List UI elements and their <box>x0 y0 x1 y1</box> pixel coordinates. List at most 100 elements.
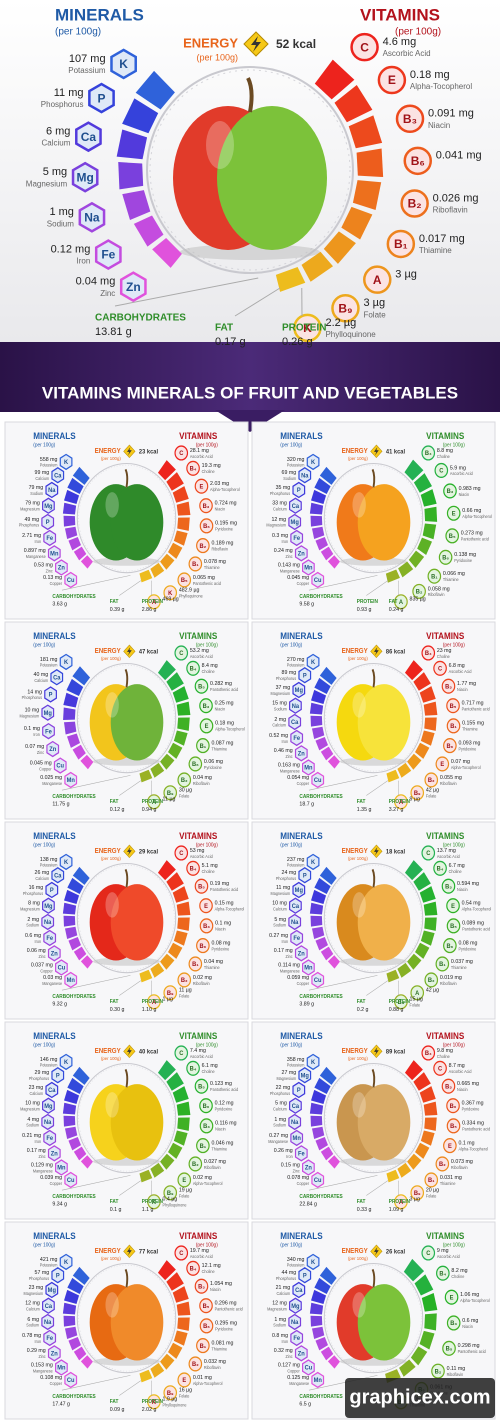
vitamin-amount: 835 µg <box>410 596 426 602</box>
vitamin-name: Thiamine <box>211 1146 227 1151</box>
vitamin-name: Pyridoxine <box>462 1106 480 1111</box>
fruit-highlight <box>105 692 119 718</box>
macro-pointer <box>366 1180 388 1196</box>
vitamin-symbol: B₉ <box>414 791 421 797</box>
mineral-amount: 8 mg <box>28 900 40 906</box>
vitamin-amount: 0.334 mg <box>462 1121 484 1127</box>
fruit-highlight <box>352 892 366 918</box>
vitamin-symbol: B₆ <box>203 524 210 530</box>
vitamin-symbol: C <box>179 1051 184 1057</box>
mineral-icon <box>71 161 99 193</box>
vitamin-name: Thiamine <box>211 746 227 751</box>
mineral-icon <box>292 1281 306 1299</box>
vitamin-name: Ascorbic Acid <box>190 1054 213 1059</box>
vitamin-amount: 0.724 mg <box>215 500 237 506</box>
vitamin-name: Folate <box>363 310 386 319</box>
vitamin-icon <box>186 460 200 476</box>
vitamin-name: Ascorbic Acid <box>383 49 431 58</box>
vitamin-symbol: A <box>399 800 404 806</box>
mineral-icon <box>51 467 65 484</box>
vitamin-bar <box>404 860 423 881</box>
vitamins-subtitle: (per 100g) <box>443 642 465 648</box>
mineral-icon <box>88 82 115 114</box>
macro-label: CARBOHYDRATES <box>52 794 96 800</box>
mineral-amount: 5 mg <box>274 917 286 923</box>
vitamin-bar <box>397 1162 412 1178</box>
macro-label: CARBOHYDRATES <box>52 1194 96 1200</box>
mineral-bar <box>72 744 86 760</box>
vitamin-symbol: B₄ <box>425 451 432 457</box>
mineral-bar <box>122 98 159 134</box>
vitamin-bar <box>420 489 437 507</box>
energy-bolt <box>251 36 261 52</box>
vitamin-name: Folate <box>179 993 190 998</box>
vitamin-amount: 0.08 mg <box>458 940 477 946</box>
mineral-symbol: P <box>303 673 307 679</box>
vitamin-icon <box>446 918 461 934</box>
mineral-amount: 0.6 mg <box>25 933 41 939</box>
mineral-bar <box>311 1289 327 1304</box>
vitamins-title: VITAMINS <box>179 1230 217 1241</box>
vitamin-bar <box>423 901 438 916</box>
vitamin-icon <box>400 189 429 218</box>
vitamin-symbol: E <box>205 724 209 730</box>
vitamin-icon <box>443 1138 457 1154</box>
vitamin-bar <box>150 962 165 978</box>
vitamin-icon <box>441 678 456 694</box>
mineral-amount: 0.897 mg <box>24 548 46 554</box>
minerals-subtitle: (per 100g) <box>33 1242 55 1248</box>
vitamin-icon <box>188 556 203 572</box>
mineral-symbol: Cu <box>67 578 75 584</box>
vitamin-symbol: A <box>152 1000 157 1006</box>
mineral-bar <box>73 1146 87 1161</box>
vitamin-amount: 53.2 mg <box>190 648 209 654</box>
fruit-stem <box>371 668 376 688</box>
vitamin-bar <box>173 1330 188 1346</box>
mineral-amount: 0.059 mg <box>287 975 309 981</box>
vitamin-name: Ascorbic Acid <box>190 854 213 859</box>
macro-value: 0.2 g <box>357 1007 369 1013</box>
vitamin-bar <box>160 553 175 570</box>
energy-label: ENERGY <box>95 1048 122 1055</box>
vitamin-amount: 0.138 mg <box>454 552 476 558</box>
mineral-name: Calcium <box>42 139 71 148</box>
mineral-symbol: Mg <box>44 904 53 910</box>
vitamin-bar <box>420 930 435 946</box>
vitamin-symbol: B₅ <box>198 884 205 890</box>
vitamin-amount: 0.02 mg <box>193 1175 212 1181</box>
mineral-amount: 0.17 mg <box>27 1148 46 1154</box>
vitamin-bar <box>150 762 165 778</box>
energy-subtitle: (per 100g) <box>348 1056 368 1061</box>
vitamin-amount: 0.07 mg <box>451 759 470 765</box>
mineral-bar <box>63 707 76 720</box>
vitamin-bar <box>177 1117 190 1131</box>
mineral-name: Iron <box>282 539 289 544</box>
vitamin-icon <box>177 1372 192 1388</box>
vitamin-amount: 3 µg <box>363 297 385 309</box>
vitamin-name: Pyridoxine <box>211 946 229 951</box>
vitamin-amount: 9 mg <box>437 1248 449 1254</box>
vitamins-title: VITAMINS <box>426 630 464 641</box>
mineral-amount: 79 mg <box>25 500 40 506</box>
mineral-icon <box>292 1081 306 1099</box>
mineral-name: Copper <box>50 581 63 586</box>
vitamin-amount: 0.295 mg <box>215 1321 237 1327</box>
vitamin-bar <box>160 753 175 770</box>
energy-bolt <box>126 1247 132 1256</box>
panel-content: MINERALS(per 100g)VITAMINS(per 100g)ENER… <box>268 1030 490 1212</box>
vitamin-amount: 16 µg <box>179 1387 192 1393</box>
mineral-name: Manganese <box>42 981 63 986</box>
vitamin-name: Ascorbic Acid <box>437 854 460 859</box>
vitamin-symbol: B₅ <box>181 578 188 584</box>
mineral-bar <box>63 721 77 735</box>
vitamin-name: Alpha-Tocopherol <box>215 726 245 731</box>
vitamin-amount: 0.273 mg <box>461 531 483 537</box>
mineral-name: Sodium <box>26 1123 40 1128</box>
mineral-name: Sodium <box>274 706 288 711</box>
mineral-symbol: Na <box>292 704 300 710</box>
vitamin-icon <box>188 756 203 772</box>
vitamin-amount: 0.073 mg <box>451 1159 473 1165</box>
vitamin-symbol: B₁ <box>431 574 438 580</box>
macro-value: 0.24 g <box>389 607 404 613</box>
vitamin-name: Alpha-Tocopherol <box>193 1181 223 1186</box>
